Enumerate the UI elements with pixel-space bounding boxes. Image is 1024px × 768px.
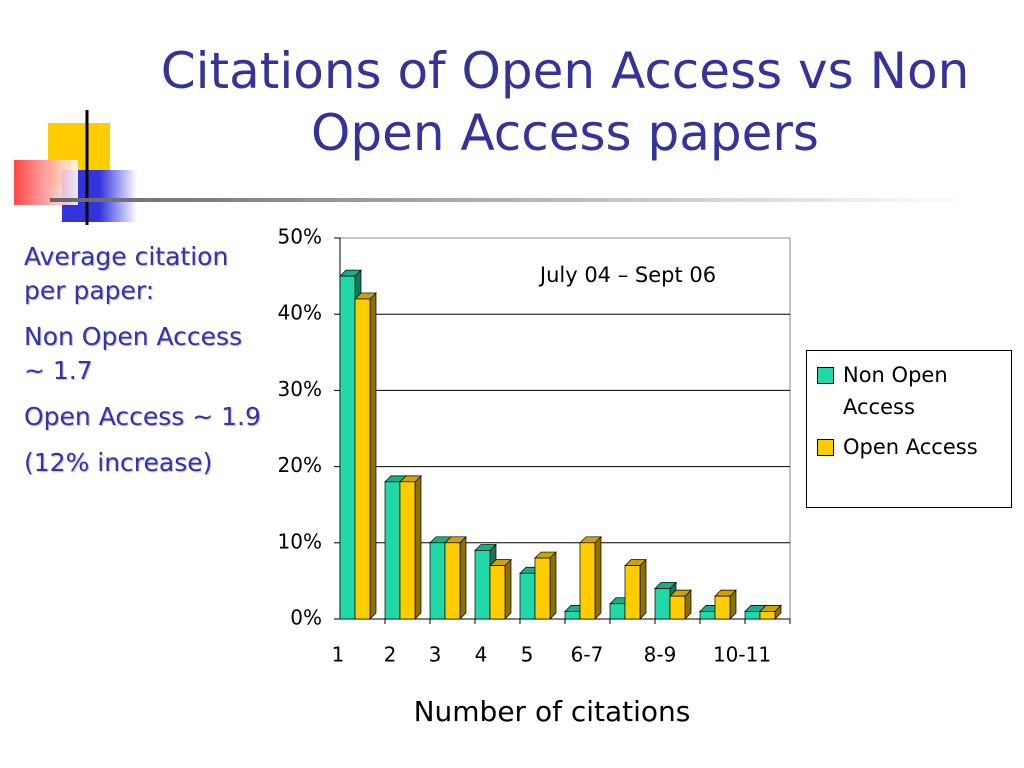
- x-axis-label: Number of citations: [414, 695, 691, 728]
- x-tick-label: 4: [475, 643, 488, 667]
- legend-label: Non Open Access: [843, 363, 948, 419]
- bar: [384, 481, 401, 620]
- note: Average citation per paper:: [24, 242, 229, 305]
- bar-side: [369, 292, 377, 620]
- bar-3d: [354, 292, 377, 620]
- legend-swatch: [817, 439, 834, 456]
- slide-title: Citations of Open Access vs Non Open Acc…: [160, 42, 970, 162]
- x-tick-label: 3: [429, 643, 442, 667]
- x-tick-label: 2: [384, 643, 397, 667]
- bar-3d: [759, 604, 782, 620]
- bar: [624, 565, 641, 620]
- bar-3d: [444, 535, 467, 620]
- bar: [534, 557, 551, 620]
- bar-side: [594, 535, 602, 620]
- y-tick-label: 50%: [278, 225, 322, 249]
- bar-3d: [714, 589, 737, 620]
- bar: [444, 542, 461, 620]
- note: Open Access ~ 1.9: [24, 402, 261, 431]
- x-tick-label: 10-11: [713, 643, 771, 667]
- bar: [654, 588, 671, 620]
- legend-swatch: [817, 367, 834, 384]
- legend-label: Open Access: [843, 435, 978, 459]
- y-tick-label: 30%: [278, 377, 322, 401]
- legend-item: Non Open Access: [807, 359, 1011, 423]
- bar: [339, 275, 356, 620]
- bar: [399, 481, 416, 620]
- decoration: [14, 110, 970, 225]
- bar-3d: [579, 535, 602, 620]
- legend: Non Open Access Open Access: [806, 350, 1012, 508]
- bar-3d: [534, 551, 557, 620]
- y-tick-label: 20%: [278, 453, 322, 477]
- x-tick-label: 5: [521, 643, 534, 667]
- bar-side: [549, 551, 557, 620]
- bar-side: [504, 558, 512, 620]
- note: (12% increase): [24, 448, 213, 477]
- bar-side: [639, 558, 647, 620]
- bar: [519, 572, 536, 620]
- bar-3d: [624, 558, 647, 620]
- bar: [429, 542, 446, 620]
- bar: [489, 565, 506, 620]
- x-tick-label: 1: [332, 643, 345, 667]
- annotation: July 04 – Sept 06: [538, 263, 716, 287]
- bar-3d: [489, 558, 512, 620]
- y-tick-label: 0%: [290, 606, 322, 630]
- bar-side: [414, 474, 422, 620]
- bar: [354, 298, 371, 620]
- bar-3d: [399, 474, 422, 620]
- bar: [759, 611, 776, 620]
- bar: [699, 611, 716, 620]
- bar: [579, 542, 596, 620]
- bar: [609, 603, 626, 620]
- note: Non Open Access ~ 1.7: [24, 322, 243, 385]
- bar: [669, 595, 686, 620]
- bar: [714, 595, 731, 620]
- bar: [564, 611, 581, 620]
- legend-item: Open Access: [807, 431, 1011, 463]
- y-tick-label: 10%: [278, 529, 322, 553]
- bar-3d: [669, 589, 692, 620]
- bar: [474, 550, 491, 620]
- y-tick-label: 40%: [278, 301, 322, 325]
- bar-side: [459, 535, 467, 620]
- notes: Average citation per paper: Non Open Acc…: [24, 240, 264, 492]
- x-tick-label: 6-7: [571, 643, 604, 667]
- bar: [744, 611, 761, 620]
- x-tick-label: 8-9: [644, 643, 677, 667]
